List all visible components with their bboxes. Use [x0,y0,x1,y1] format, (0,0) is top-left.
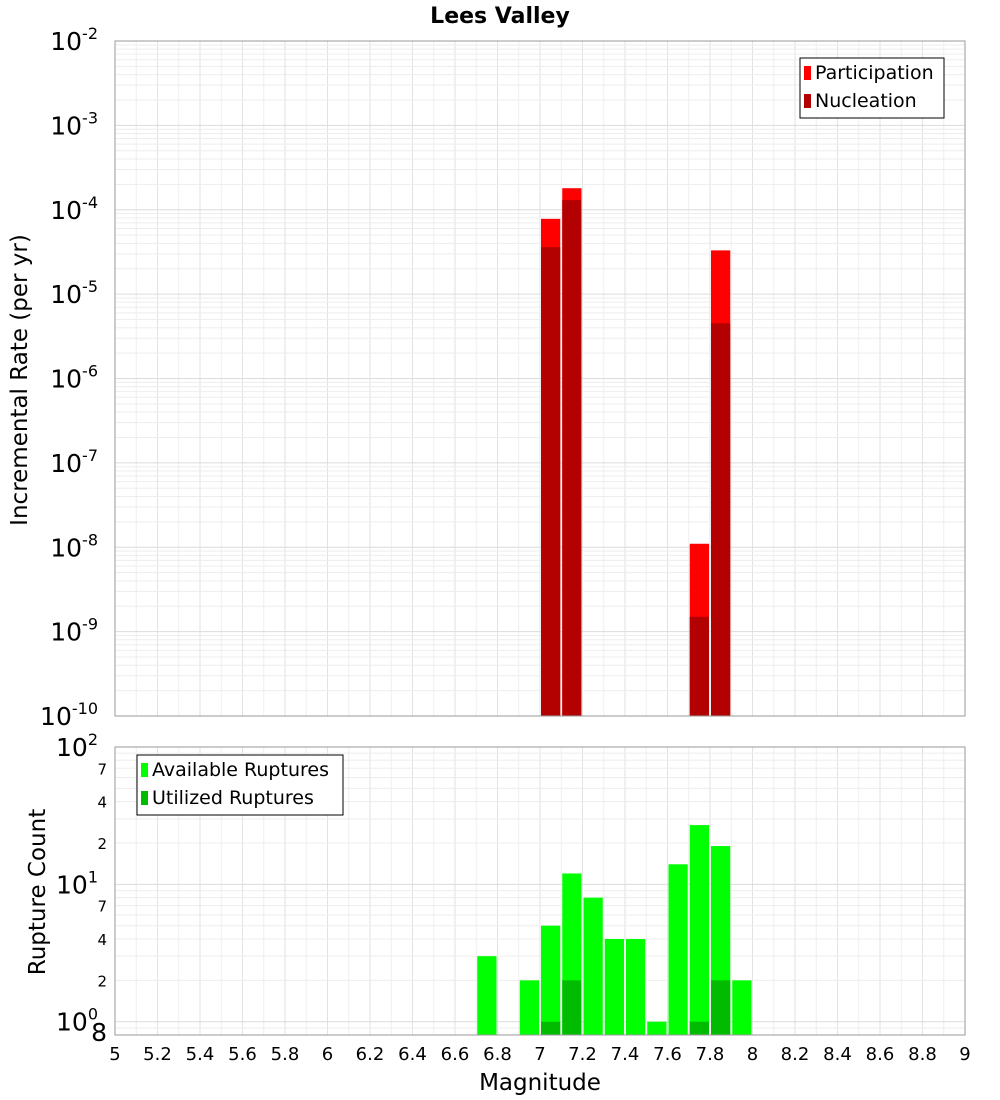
top-plot-border [114,40,966,717]
y-tick-label: 10-10 [40,699,98,731]
x-tick-label: 8.6 [866,1044,895,1065]
y-minor-tick-label: 7 [97,898,107,916]
top-y-tick-labels: 10-10 10-9 10-8 10-7 10-6 10-5 10-4 10-3 10-2 [40,24,98,731]
x-tick-label: 6.8 [483,1044,512,1065]
bar-available-ruptures [519,980,539,1035]
x-tick-label: 9 [959,1044,970,1065]
y-tick-label: 102 [56,730,98,762]
y-tick-label: 10-9 [50,615,98,647]
x-tick-label: 8.2 [781,1044,810,1065]
x-tick-label: 6.2 [356,1044,385,1065]
x-tick-label: 5 [109,1044,120,1065]
legend-box [136,754,344,816]
bar-available-ruptures [541,925,561,1035]
legend-swatch [141,791,148,805]
top-legend: Participation Nucleation [799,57,945,119]
bar-nucleation [711,323,731,716]
chart-title: Lees Valley [430,4,570,29]
bar-available-ruptures [689,825,709,1035]
bar-available-ruptures [732,980,752,1035]
bar-utilized-ruptures [541,1021,561,1035]
x-axis-label: Magnitude [479,1070,601,1096]
y-minor-tick-label: 8 [91,1018,107,1047]
y-tick-label: 101 [56,867,98,899]
top-gridlines [114,40,966,717]
bar-available-ruptures [477,956,497,1035]
bar-available-ruptures [668,864,688,1035]
x-tick-label: 6 [322,1044,333,1065]
y-tick-label: 100 [56,1005,98,1037]
bar-utilized-ruptures [711,980,731,1035]
x-tick-label: 7.8 [696,1044,725,1065]
x-tick-label: 5.6 [228,1044,257,1065]
bar-utilized-ruptures [562,980,582,1035]
y-tick-label: 10-7 [50,446,98,478]
bottom-plot-border [114,746,966,1036]
x-tick-label: 8 [747,1044,758,1065]
y-minor-tick-label: 2 [97,972,107,990]
x-tick-label: 5.8 [271,1044,300,1065]
bottom-plot-area: 100 101 102 8 2 4 7 2 4 7 5 5.2 5.4 5.6 5.8 6 6.2 6.4 6.6… [56,730,971,1065]
bar-available-ruptures [626,939,646,1035]
bottom-y-tick-labels: 100 101 102 8 2 4 7 2 4 7 [56,730,107,1047]
bar-available-ruptures [583,897,603,1035]
x-tick-label: 6.4 [398,1044,427,1065]
bar-available-ruptures [604,939,624,1035]
top-bars [541,188,731,717]
legend-swatch [804,94,811,108]
y-minor-tick-label: 7 [97,760,107,778]
y-tick-label: 10-4 [50,193,98,225]
legend-entry: Available Ruptures [152,759,329,781]
bar-utilized-ruptures [689,1021,709,1035]
y-tick-label: 10-6 [50,362,98,394]
x-tick-label: 5.2 [143,1044,172,1065]
x-tick-labels: 5 5.2 5.4 5.6 5.8 6 6.2 6.4 6.6 6.8 7 7.2 7.4 7.6 7.8 8… [109,1044,970,1065]
x-tick-label: 8.4 [823,1044,852,1065]
x-tick-label: 8.8 [908,1044,937,1065]
x-tick-label: 7.4 [611,1044,640,1065]
x-tick-label: 7 [534,1044,545,1065]
bar-nucleation [562,200,582,716]
bottom-y-axis-label: Rupture Count [25,809,51,975]
bottom-legend: Available Ruptures Utilized Ruptures [136,754,344,816]
legend-swatch [141,763,148,777]
y-minor-tick-label: 2 [97,835,107,853]
y-tick-label: 10-5 [50,277,98,309]
legend-entry: Nucleation [815,90,917,112]
legend-swatch [804,66,811,80]
x-tick-label: 7.2 [568,1044,597,1065]
legend-box [799,57,945,119]
legend-entry: Participation [815,62,934,84]
y-tick-label: 10-8 [50,530,98,562]
y-minor-tick-label: 4 [97,931,107,949]
x-tick-label: 5.4 [186,1044,215,1065]
bar-nucleation [541,247,561,716]
bottom-bars [477,825,752,1035]
bar-nucleation [689,616,709,716]
x-tick-label: 6.6 [441,1044,470,1065]
y-tick-label: 10-3 [50,108,98,140]
top-plot-area: 10-10 10-9 10-8 10-7 10-6 10-5 10-4 10-3 10-2 Pa… [40,24,966,731]
top-y-axis-label: Incremental Rate (per yr) [7,234,33,526]
y-tick-label: 10-2 [50,24,98,56]
legend-entry: Utilized Ruptures [152,787,314,809]
y-minor-tick-label: 4 [97,794,107,812]
x-tick-label: 7.6 [653,1044,682,1065]
bar-available-ruptures [647,1021,667,1035]
